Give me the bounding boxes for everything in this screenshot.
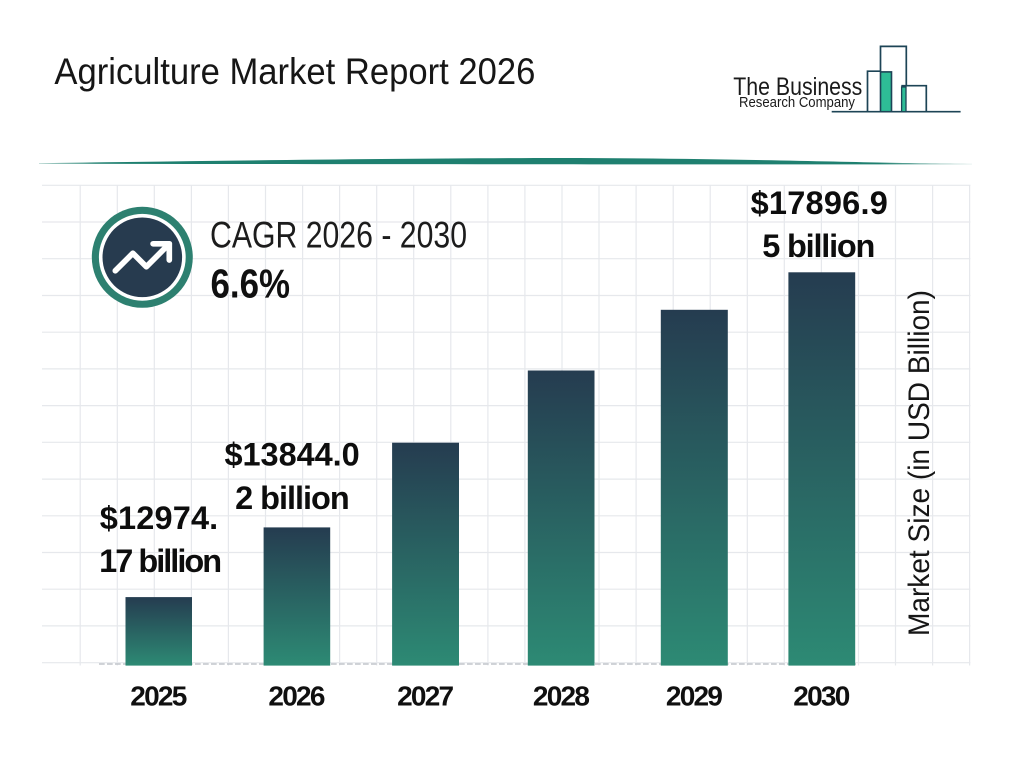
svg-text:$17896.9: $17896.9 [751, 185, 888, 221]
svg-text:2030: 2030 [793, 681, 850, 712]
svg-text:2 billion: 2 billion [235, 480, 350, 516]
svg-text:17 billion: 17 billion [99, 543, 222, 579]
svg-text:Agriculture Market Report 2026: Agriculture Market Report 2026 [54, 51, 535, 92]
svg-text:The Business: The Business [733, 73, 862, 101]
svg-text:Research Company: Research Company [739, 94, 855, 111]
svg-text:Market Size (in USD Billion): Market Size (in USD Billion) [903, 290, 936, 636]
svg-text:6.6%: 6.6% [211, 261, 291, 307]
svg-text:5 billion: 5 billion [762, 228, 875, 264]
svg-text:CAGR 2026 - 2030: CAGR 2026 - 2030 [210, 215, 467, 256]
svg-text:2025: 2025 [130, 681, 187, 712]
svg-text:2029: 2029 [666, 681, 723, 712]
svg-text:2028: 2028 [533, 681, 590, 712]
svg-text:2027: 2027 [397, 681, 454, 712]
svg-text:$13844.0: $13844.0 [225, 436, 360, 472]
svg-text:$12974.: $12974. [100, 500, 218, 536]
svg-text:2026: 2026 [268, 681, 325, 712]
